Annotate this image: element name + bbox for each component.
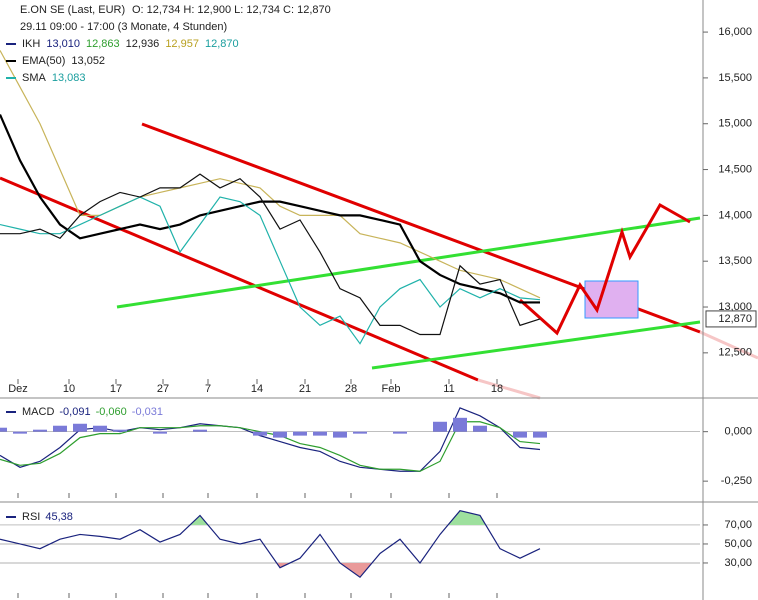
histogram-bar xyxy=(393,431,407,434)
y-tick-label: 14,000 xyxy=(718,209,752,221)
ohlc: O: 12,734 H: 12,900 L: 12,734 C: 12,870 xyxy=(132,4,331,16)
x-tick-label: 18 xyxy=(491,383,503,395)
last-price-box xyxy=(705,310,757,328)
annotations xyxy=(0,122,758,400)
histogram-bar xyxy=(333,431,347,438)
legend-value: 12,863 xyxy=(86,38,120,50)
instrument: E.ON SE (Last, EUR) xyxy=(20,4,125,16)
histogram-bar xyxy=(193,429,207,432)
target-box xyxy=(584,280,639,319)
legend-value: 45,38 xyxy=(45,511,73,523)
histogram-bar xyxy=(293,431,307,436)
trend-line-ext xyxy=(477,378,541,400)
y-tick-label: 30,00 xyxy=(724,557,752,569)
series-line xyxy=(0,421,541,472)
legend: E.ON SE (Last, EUR) O: 12,734 H: 12,900 … xyxy=(20,4,331,33)
legend-name: IKH xyxy=(22,38,40,50)
legend-value: 12,957 xyxy=(165,38,199,50)
legend-value: -0,060 xyxy=(96,406,127,418)
histogram-bar xyxy=(73,423,87,432)
histogram-bar xyxy=(513,431,527,438)
x-tick-label: 14 xyxy=(251,383,263,395)
histogram-bar xyxy=(353,431,367,434)
x-tick-label: 21 xyxy=(299,383,311,395)
y-tick-label: 12,500 xyxy=(718,347,752,359)
period: 29.11 09:00 - 17:00 (3 Monate, 4 Stunden… xyxy=(20,21,227,33)
histogram-bar xyxy=(93,425,107,432)
legend-value: 13,010 xyxy=(46,38,80,50)
histogram-bar xyxy=(433,421,447,432)
x-tick-label: 10 xyxy=(63,383,75,395)
y-tick-label: 14,500 xyxy=(718,163,752,175)
x-tick-label: 27 xyxy=(157,383,169,395)
histogram-bar xyxy=(253,431,267,436)
x-tick-label: 17 xyxy=(110,383,122,395)
histogram-bar xyxy=(53,425,67,432)
histogram-bar xyxy=(533,431,547,438)
legend-name: EMA(50) xyxy=(22,55,65,67)
series-line xyxy=(0,173,541,336)
legend-value: -0,091 xyxy=(59,406,90,418)
histogram-bar xyxy=(33,429,47,432)
y-tick-label: 70,00 xyxy=(724,519,752,531)
channel-line xyxy=(371,320,701,370)
y-tick-label: 13,500 xyxy=(718,255,752,267)
histogram-bar xyxy=(453,417,467,432)
histogram-bar xyxy=(473,425,487,432)
legend-value: 13,083 xyxy=(52,72,86,84)
histogram-bar xyxy=(13,431,27,434)
legend-value: 13,052 xyxy=(71,55,105,67)
series-line xyxy=(0,196,541,345)
y-tick-label: 15,000 xyxy=(718,118,752,130)
legend-name: MACD xyxy=(22,406,54,418)
y-tick-label: 16,000 xyxy=(718,26,752,38)
x-tick-label: 11 xyxy=(443,383,454,395)
legend-value: 12,870 xyxy=(205,38,239,50)
trend-line xyxy=(0,176,479,382)
legend-value: -0,031 xyxy=(132,406,163,418)
histogram-bar xyxy=(273,431,287,438)
x-tick-label: 28 xyxy=(345,383,357,395)
y-tick-label: 13,000 xyxy=(718,301,752,313)
y-tick-label: -0,250 xyxy=(721,475,752,487)
last-price-label: 12,870 xyxy=(718,313,752,325)
y-tick-label: 15,500 xyxy=(718,72,752,84)
trend-line-ext xyxy=(699,330,758,360)
series-line xyxy=(0,510,541,579)
histogram-bar xyxy=(313,431,327,436)
x-tick-label: Dez xyxy=(8,383,28,395)
y-tick-label: 0,000 xyxy=(724,426,752,438)
series-line xyxy=(0,114,540,304)
histogram-bar xyxy=(0,427,7,432)
series-line xyxy=(0,50,541,299)
legend-name: RSI xyxy=(22,511,40,523)
forecast-path xyxy=(519,202,691,336)
histogram-bar xyxy=(113,429,127,432)
series-line xyxy=(0,407,541,472)
channel-line xyxy=(116,216,701,309)
histogram-bar xyxy=(153,431,167,434)
rsi-zone-fill xyxy=(190,510,486,525)
y-tick-label: 50,00 xyxy=(724,538,752,550)
x-tick-label: 7 xyxy=(205,383,211,395)
legend-name: SMA xyxy=(22,72,47,84)
legend-value: 12,936 xyxy=(126,38,160,50)
x-tick-label: Feb xyxy=(382,383,401,395)
